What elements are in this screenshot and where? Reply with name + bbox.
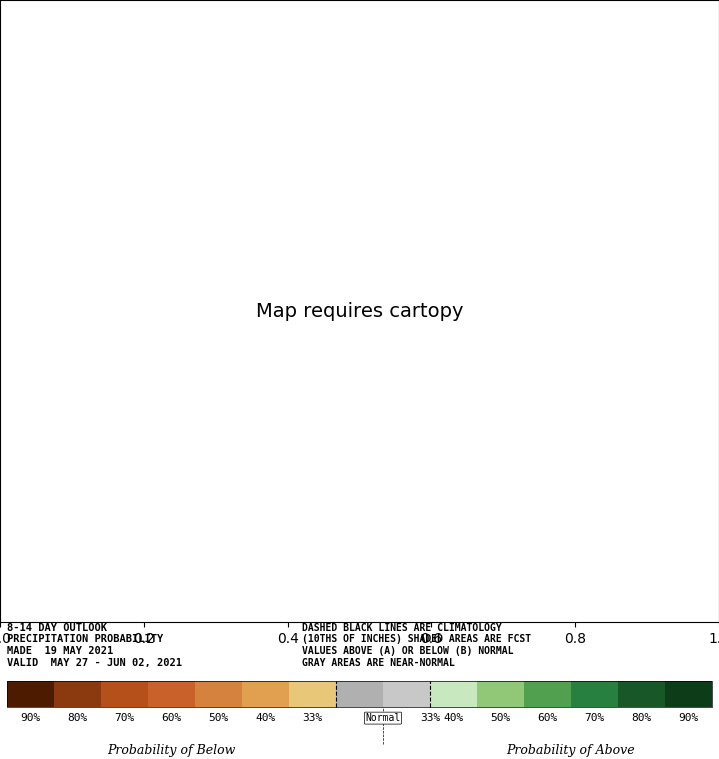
Text: 50%: 50%: [490, 713, 510, 723]
Bar: [571, 681, 618, 707]
Text: 33%: 33%: [303, 713, 323, 723]
Text: 80%: 80%: [68, 713, 88, 723]
Text: 60%: 60%: [537, 713, 557, 723]
Bar: [336, 681, 383, 707]
Bar: [7, 681, 54, 707]
Bar: [148, 681, 195, 707]
Text: Normal: Normal: [365, 713, 400, 723]
Text: 60%: 60%: [162, 713, 182, 723]
Text: 90%: 90%: [678, 713, 698, 723]
Bar: [289, 681, 336, 707]
Text: 70%: 70%: [585, 713, 605, 723]
Text: 70%: 70%: [114, 713, 134, 723]
Text: 8-14 DAY OUTLOOK
PRECIPITATION PROBABILITY
MADE  19 MAY 2021
VALID  MAY 27 - JUN: 8-14 DAY OUTLOOK PRECIPITATION PROBABILI…: [7, 623, 182, 668]
Text: 40%: 40%: [255, 713, 275, 723]
Bar: [195, 681, 242, 707]
Text: 80%: 80%: [631, 713, 651, 723]
Text: DASHED BLACK LINES ARE CLIMATOLOGY
(10THS OF INCHES) SHADED AREAS ARE FCST
VALUE: DASHED BLACK LINES ARE CLIMATOLOGY (10TH…: [302, 623, 531, 668]
Text: 90%: 90%: [21, 713, 41, 723]
Text: 50%: 50%: [209, 713, 229, 723]
Text: Probability of Above: Probability of Above: [507, 744, 635, 757]
Bar: [430, 681, 477, 707]
Bar: [477, 681, 524, 707]
Text: Map requires cartopy: Map requires cartopy: [256, 301, 463, 321]
Bar: [242, 681, 289, 707]
Bar: [383, 681, 430, 707]
Text: Probability of Below: Probability of Below: [107, 744, 236, 757]
Bar: [665, 681, 712, 707]
Bar: [618, 681, 665, 707]
Bar: [524, 681, 571, 707]
Text: 33%: 33%: [420, 713, 440, 723]
Bar: [54, 681, 101, 707]
Bar: [101, 681, 148, 707]
Text: 40%: 40%: [444, 713, 464, 723]
